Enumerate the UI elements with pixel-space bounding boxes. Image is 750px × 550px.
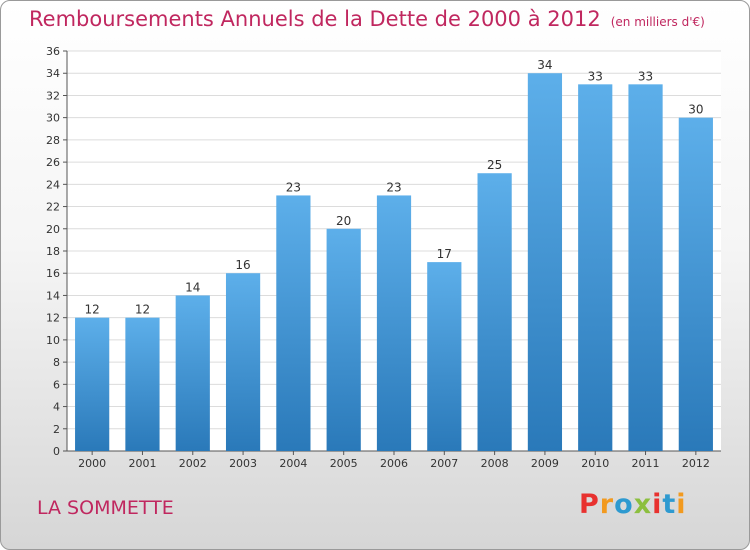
x-tick-label: 2005 <box>330 457 358 470</box>
x-tick-label: 2009 <box>531 457 559 470</box>
data-label: 33 <box>588 69 603 83</box>
bar <box>175 295 210 451</box>
data-label: 12 <box>135 303 150 317</box>
x-tick-label: 2000 <box>78 457 106 470</box>
y-tick-label: 34 <box>46 67 60 80</box>
brand-letter: i <box>652 489 663 520</box>
x-tick-label: 2007 <box>430 457 458 470</box>
x-tick-label: 2010 <box>581 457 609 470</box>
y-tick-label: 22 <box>46 201 60 214</box>
chart-unit: (en milliers d'€) <box>610 15 705 29</box>
commune-name: LA SOMMETTE <box>37 497 174 519</box>
y-tick-label: 4 <box>53 401 60 414</box>
brand-letter: t <box>662 489 677 520</box>
x-tick-label: 2001 <box>128 457 156 470</box>
bar <box>225 273 261 451</box>
bar <box>75 317 110 451</box>
bar <box>628 84 663 451</box>
y-tick-label: 32 <box>46 89 60 102</box>
x-tick-label: 2008 <box>481 457 509 470</box>
y-tick-label: 14 <box>46 289 60 302</box>
data-label: 12 <box>85 303 100 317</box>
brand-letter: x <box>633 489 653 520</box>
x-tick-label: 2012 <box>682 457 710 470</box>
x-tick-label: 2003 <box>229 457 257 470</box>
y-tick-label: 2 <box>53 423 60 436</box>
chart-title: Remboursements Annuels de la Dette de 20… <box>29 7 705 31</box>
y-tick-label: 36 <box>46 45 60 58</box>
data-label: 34 <box>537 58 552 72</box>
y-tick-label: 12 <box>46 312 60 325</box>
data-label: 23 <box>286 180 301 194</box>
y-tick-label: 16 <box>46 267 60 280</box>
proxiti-logo: Proxiti <box>579 489 687 520</box>
bar <box>427 262 462 451</box>
data-label: 16 <box>235 258 250 272</box>
brand-letter: r <box>599 489 615 520</box>
data-label: 17 <box>437 247 452 261</box>
brand-letter: P <box>579 489 600 520</box>
bar <box>376 195 412 451</box>
y-tick-label: 20 <box>46 223 60 236</box>
data-label: 33 <box>638 69 653 83</box>
x-tick-label: 2004 <box>279 457 307 470</box>
bar <box>125 317 160 451</box>
y-tick-label: 18 <box>46 245 60 258</box>
data-label: 23 <box>386 180 401 194</box>
y-tick-label: 6 <box>53 378 60 391</box>
y-tick-label: 24 <box>46 178 60 191</box>
y-tick-label: 0 <box>53 445 60 458</box>
bar <box>527 73 563 451</box>
data-label: 30 <box>688 103 703 117</box>
x-tick-label: 2006 <box>380 457 408 470</box>
bar <box>678 117 713 452</box>
y-tick-label: 28 <box>46 134 60 147</box>
y-tick-label: 10 <box>46 334 60 347</box>
y-tick-label: 8 <box>53 356 60 369</box>
data-label: 25 <box>487 158 502 172</box>
y-tick-label: 30 <box>46 112 60 125</box>
brand-letter: i <box>676 489 687 520</box>
brand-letter: o <box>614 489 634 520</box>
y-tick-label: 26 <box>46 156 60 169</box>
x-tick-label: 2002 <box>179 457 207 470</box>
chart-title-text: Remboursements Annuels de la Dette de 20… <box>29 7 601 31</box>
bar <box>477 173 512 451</box>
data-label: 20 <box>336 214 351 228</box>
bar <box>276 195 311 451</box>
x-tick-label: 2011 <box>632 457 660 470</box>
bar <box>578 84 613 451</box>
bar <box>326 228 361 451</box>
data-label: 14 <box>185 280 200 294</box>
